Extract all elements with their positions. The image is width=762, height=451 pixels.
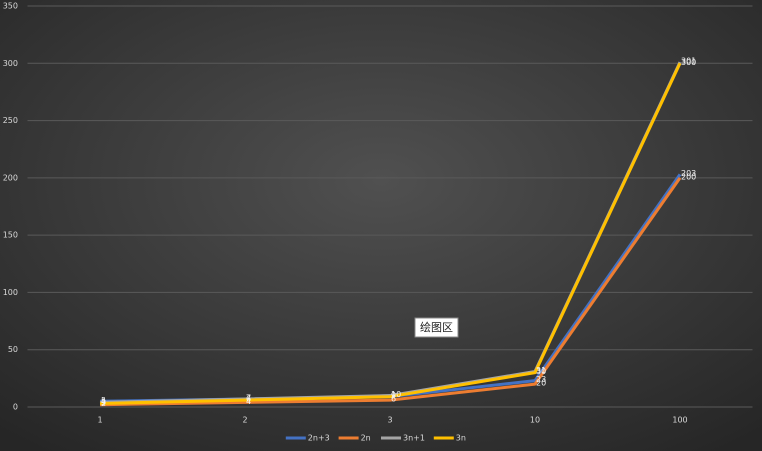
data-label: 3 bbox=[101, 398, 106, 407]
x-tick-label: 100 bbox=[672, 416, 687, 425]
data-label: 301 bbox=[681, 57, 696, 66]
tooltip-text: 绘图区 bbox=[420, 320, 453, 334]
y-tick-label: 100 bbox=[3, 288, 18, 297]
x-tick-label: 10 bbox=[530, 416, 540, 425]
data-label: 200 bbox=[681, 172, 696, 181]
y-tick-label: 250 bbox=[3, 116, 18, 125]
data-label: 20 bbox=[536, 379, 546, 388]
tooltip-box bbox=[414, 317, 459, 338]
legend-label: 2n bbox=[361, 434, 371, 443]
data-label: 31 bbox=[536, 366, 546, 375]
x-tick-label: 1 bbox=[97, 416, 102, 425]
x-tick-label: 3 bbox=[387, 416, 392, 425]
data-label: 300 bbox=[681, 58, 696, 67]
y-tick-label: 0 bbox=[13, 403, 18, 412]
y-tick-label: 150 bbox=[3, 231, 18, 240]
data-label: 23 bbox=[536, 375, 546, 384]
data-label: 9 bbox=[391, 391, 396, 400]
y-tick-label: 50 bbox=[8, 345, 18, 354]
series-line bbox=[99, 62, 682, 406]
data-label: 4 bbox=[246, 397, 251, 406]
tooltip: 绘图区 bbox=[414, 317, 459, 338]
legend-label: 3n bbox=[456, 434, 466, 443]
data-label: 9 bbox=[391, 391, 396, 400]
data-label: 7 bbox=[246, 393, 251, 402]
data-label: 6 bbox=[391, 395, 396, 404]
data-label: 10 bbox=[391, 390, 401, 399]
data-label: 203 bbox=[681, 169, 696, 178]
x-tick-label: 2 bbox=[242, 416, 247, 425]
legend-label: 2n+3 bbox=[308, 434, 330, 443]
data-label: 5 bbox=[101, 396, 106, 405]
data-label: 30 bbox=[536, 367, 546, 376]
data-label: 6 bbox=[246, 395, 251, 404]
data-label: 2 bbox=[101, 399, 106, 408]
y-tick-label: 200 bbox=[3, 173, 18, 182]
data-label: 7 bbox=[246, 393, 251, 402]
data-label: 4 bbox=[101, 397, 106, 406]
legend-label: 3n+1 bbox=[403, 434, 425, 443]
y-tick-label: 300 bbox=[3, 59, 18, 68]
series-line bbox=[99, 176, 682, 407]
legend: 2n+3 2n 3n+1 3n bbox=[285, 434, 466, 443]
y-tick-label: 350 bbox=[3, 2, 18, 11]
